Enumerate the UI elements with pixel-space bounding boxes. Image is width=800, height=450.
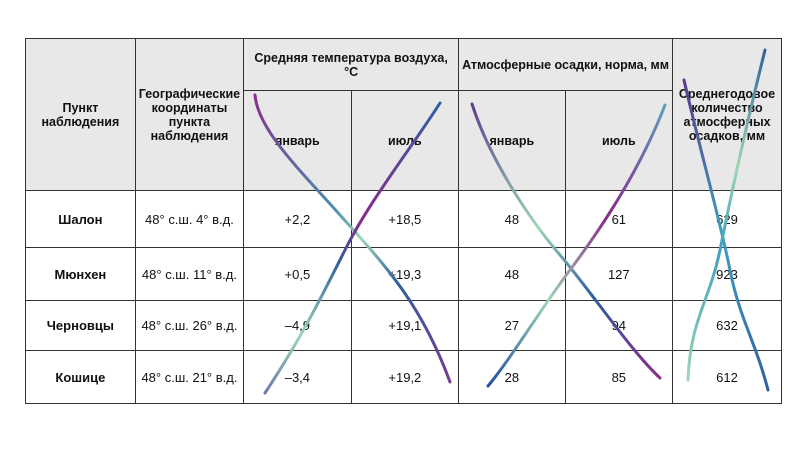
cell-p-jul: 127 [564,247,674,301]
cell-t-jul: +19,2 [350,350,460,404]
cell-p-jul: 85 [564,350,674,404]
header-temp-jul: июль [350,90,460,191]
cell-t-jul: +18,5 [350,190,460,248]
cell-p-jan: 28 [458,350,566,404]
cell-city: Черновцы [25,300,136,351]
cell-t-jan: +0,5 [243,247,352,301]
cell-t-jan: –4,9 [243,300,352,351]
header-annual: Среднегодовое количество атмосферных оса… [672,38,782,191]
cell-coords: 48° с.ш. 21° в.д. [134,350,245,404]
header-precip-group: Атмосферные осадки, норма, мм [458,38,674,91]
header-precip-jan: январь [458,90,566,191]
cell-annual: 612 [672,350,782,404]
cell-p-jul: 61 [564,190,674,248]
cell-p-jul: 94 [564,300,674,351]
header-precip-jul: июль [564,90,674,191]
header-temp-jan: январь [243,90,352,191]
header-coords: Географические координаты пункта наблюде… [134,38,245,191]
cell-t-jul: +19,3 [350,247,460,301]
cell-p-jan: 27 [458,300,566,351]
cell-city: Мюнхен [25,247,136,301]
table-row: Шалон 48° с.ш. 4° в.д. +2,2 +18,5 48 61 629 [25,190,782,248]
cell-t-jul: +19,1 [350,300,460,351]
climate-table: Пункт наблюдения Географические координа… [25,38,782,404]
table-row: Кошице 48° с.ш. 21° в.д. –3,4 +19,2 28 85 612 [25,350,782,404]
cell-annual: 629 [672,190,782,248]
table-row: Мюнхен 48° с.ш. 11° в.д. +0,5 +19,3 48 127 923 [25,247,782,301]
cell-city: Шалон [25,190,136,248]
cell-p-jan: 48 [458,247,566,301]
cell-t-jan: –3,4 [243,350,352,404]
cell-coords: 48° с.ш. 26° в.д. [134,300,245,351]
cell-annual: 632 [672,300,782,351]
cell-city: Кошице [25,350,136,404]
table-row: Черновцы 48° с.ш. 26° в.д. –4,9 +19,1 27 94 63… [25,300,782,351]
cell-coords: 48° с.ш. 11° в.д. [134,247,245,301]
cell-p-jan: 48 [458,190,566,248]
header-temp-group: Средняя температура воздуха, °С [243,38,460,91]
cell-t-jan: +2,2 [243,190,352,248]
cell-coords: 48° с.ш. 4° в.д. [134,190,245,248]
header-station: Пункт наблюдения [25,38,136,191]
cell-annual: 923 [672,247,782,301]
